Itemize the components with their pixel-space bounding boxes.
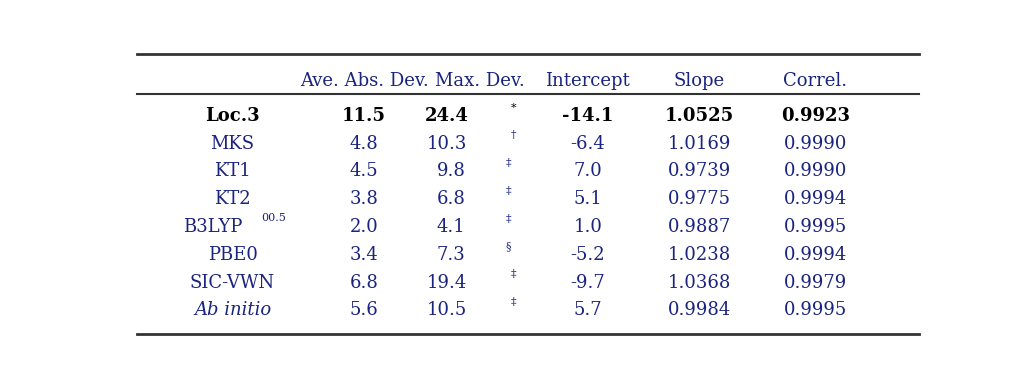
Text: -5.2: -5.2 <box>571 246 605 264</box>
Text: *: * <box>511 103 516 112</box>
Text: 7.0: 7.0 <box>574 162 603 180</box>
Text: 1.0525: 1.0525 <box>665 107 734 125</box>
Text: 1.0169: 1.0169 <box>667 135 731 153</box>
Text: §: § <box>506 242 512 252</box>
Text: 19.4: 19.4 <box>426 274 467 291</box>
Text: PBE0: PBE0 <box>208 246 258 264</box>
Text: 1.0238: 1.0238 <box>667 246 731 264</box>
Text: B3LYP: B3LYP <box>183 218 242 236</box>
Text: 9.8: 9.8 <box>437 162 466 180</box>
Text: Ab initio: Ab initio <box>194 301 271 320</box>
Text: 0.9923: 0.9923 <box>781 107 850 125</box>
Text: 10.5: 10.5 <box>426 301 467 320</box>
Text: MKS: MKS <box>210 135 254 153</box>
Text: 3.8: 3.8 <box>350 190 379 208</box>
Text: ‡: ‡ <box>506 214 512 224</box>
Text: 0.9994: 0.9994 <box>784 190 847 208</box>
Text: 0.9739: 0.9739 <box>667 162 731 180</box>
Text: 6.8: 6.8 <box>437 190 466 208</box>
Text: ‡: ‡ <box>511 297 516 307</box>
Text: 1.0368: 1.0368 <box>667 274 731 291</box>
Text: 5.7: 5.7 <box>574 301 603 320</box>
Text: 0.9990: 0.9990 <box>784 162 847 180</box>
Text: Correl.: Correl. <box>783 72 848 90</box>
Text: SIC-VWN: SIC-VWN <box>190 274 275 291</box>
Text: Loc.3: Loc.3 <box>205 107 260 125</box>
Text: 6.8: 6.8 <box>350 274 379 291</box>
Text: 1.0: 1.0 <box>574 218 603 236</box>
Text: Ave. Abs. Dev.: Ave. Abs. Dev. <box>300 72 428 90</box>
Text: KT1: KT1 <box>214 162 251 180</box>
Text: -14.1: -14.1 <box>562 107 614 125</box>
Text: KT2: KT2 <box>214 190 251 208</box>
Text: 7.3: 7.3 <box>437 246 466 264</box>
Text: 2.0: 2.0 <box>350 218 379 236</box>
Text: †: † <box>511 130 516 141</box>
Text: Intercept: Intercept <box>545 72 630 90</box>
Text: 4.1: 4.1 <box>437 218 466 236</box>
Text: 0.9990: 0.9990 <box>784 135 847 153</box>
Text: 3.4: 3.4 <box>350 246 379 264</box>
Text: 11.5: 11.5 <box>342 107 386 125</box>
Text: 0.9984: 0.9984 <box>667 301 731 320</box>
Text: 5.1: 5.1 <box>574 190 603 208</box>
Text: 0.9995: 0.9995 <box>784 301 847 320</box>
Text: 4.5: 4.5 <box>350 162 379 180</box>
Text: ‡: ‡ <box>506 186 512 196</box>
Text: 0.9995: 0.9995 <box>784 218 847 236</box>
Text: ‡: ‡ <box>511 269 516 279</box>
Text: 00.5: 00.5 <box>262 213 286 223</box>
Text: 0.9994: 0.9994 <box>784 246 847 264</box>
Text: ‡: ‡ <box>506 158 512 168</box>
Text: -6.4: -6.4 <box>571 135 605 153</box>
Text: 0.9775: 0.9775 <box>668 190 731 208</box>
Text: Max. Dev.: Max. Dev. <box>435 72 525 90</box>
Text: 24.4: 24.4 <box>424 107 469 125</box>
Text: Slope: Slope <box>674 72 725 90</box>
Text: 0.9979: 0.9979 <box>784 274 847 291</box>
Text: -9.7: -9.7 <box>571 274 605 291</box>
Text: 4.8: 4.8 <box>350 135 379 153</box>
Text: 10.3: 10.3 <box>426 135 467 153</box>
Text: 0.9887: 0.9887 <box>667 218 731 236</box>
Text: 5.6: 5.6 <box>350 301 379 320</box>
